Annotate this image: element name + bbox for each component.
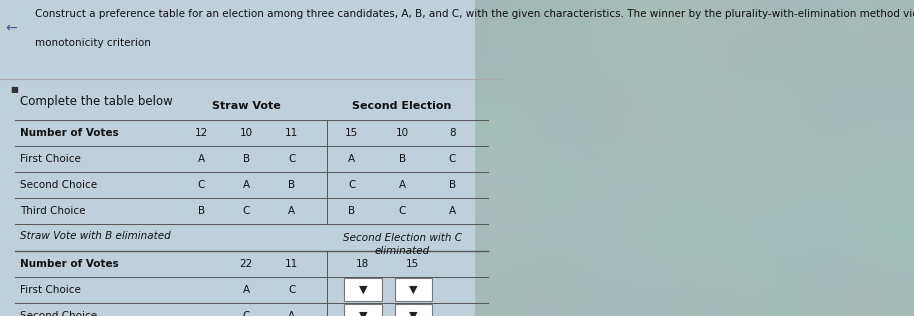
Text: 10: 10 [239, 128, 253, 138]
Text: B: B [243, 154, 250, 164]
Text: A: A [243, 180, 250, 190]
Text: ▼: ▼ [409, 285, 418, 295]
Text: ▼: ▼ [359, 311, 367, 316]
Text: B: B [449, 180, 456, 190]
Text: C: C [348, 180, 356, 190]
Text: C: C [288, 154, 295, 164]
Text: Number of Votes: Number of Votes [20, 128, 119, 138]
Text: 8: 8 [449, 128, 456, 138]
Text: ■: ■ [10, 85, 18, 94]
Bar [345, 304, 382, 316]
Text: C: C [242, 206, 250, 216]
Text: Third Choice: Third Choice [20, 206, 86, 216]
Text: A: A [197, 154, 205, 164]
Text: First Choice: First Choice [20, 285, 81, 295]
Text: 15: 15 [406, 259, 419, 269]
Text: 10: 10 [396, 128, 409, 138]
Text: A: A [288, 206, 295, 216]
Text: A: A [348, 154, 356, 164]
Text: Second Election: Second Election [353, 100, 452, 111]
Text: B: B [197, 206, 205, 216]
Text: A: A [288, 311, 295, 316]
Text: C: C [399, 206, 406, 216]
Text: 12: 12 [195, 128, 207, 138]
Text: ▼: ▼ [409, 311, 418, 316]
Text: Second Choice: Second Choice [20, 311, 97, 316]
Text: 22: 22 [239, 259, 253, 269]
Text: ←: ← [5, 21, 16, 35]
Text: monotonicity criterion: monotonicity criterion [36, 38, 151, 48]
Text: A: A [243, 285, 250, 295]
Text: Straw Vote with B eliminated: Straw Vote with B eliminated [20, 231, 171, 241]
Text: B: B [399, 154, 406, 164]
Text: C: C [197, 180, 205, 190]
Text: B: B [348, 206, 356, 216]
Text: C: C [449, 154, 456, 164]
Text: 11: 11 [285, 128, 298, 138]
Text: 18: 18 [356, 259, 368, 269]
Text: Straw Vote: Straw Vote [212, 100, 281, 111]
Text: 15: 15 [345, 128, 358, 138]
Text: Second Choice: Second Choice [20, 180, 97, 190]
Text: Second Election with C
eliminated: Second Election with C eliminated [343, 233, 462, 256]
Text: C: C [242, 311, 250, 316]
Text: 11: 11 [285, 259, 298, 269]
Bar [345, 278, 382, 301]
Text: Construct a preference table for an election among three candidates, A, B, and C: Construct a preference table for an elec… [36, 9, 914, 20]
Bar [395, 278, 432, 301]
Text: A: A [449, 206, 456, 216]
Text: Complete the table below: Complete the table below [20, 95, 173, 108]
Text: B: B [288, 180, 295, 190]
Text: ▼: ▼ [359, 285, 367, 295]
Text: C: C [288, 285, 295, 295]
Text: First Choice: First Choice [20, 154, 81, 164]
Bar [395, 304, 432, 316]
Text: Number of Votes: Number of Votes [20, 259, 119, 269]
Text: A: A [399, 180, 406, 190]
